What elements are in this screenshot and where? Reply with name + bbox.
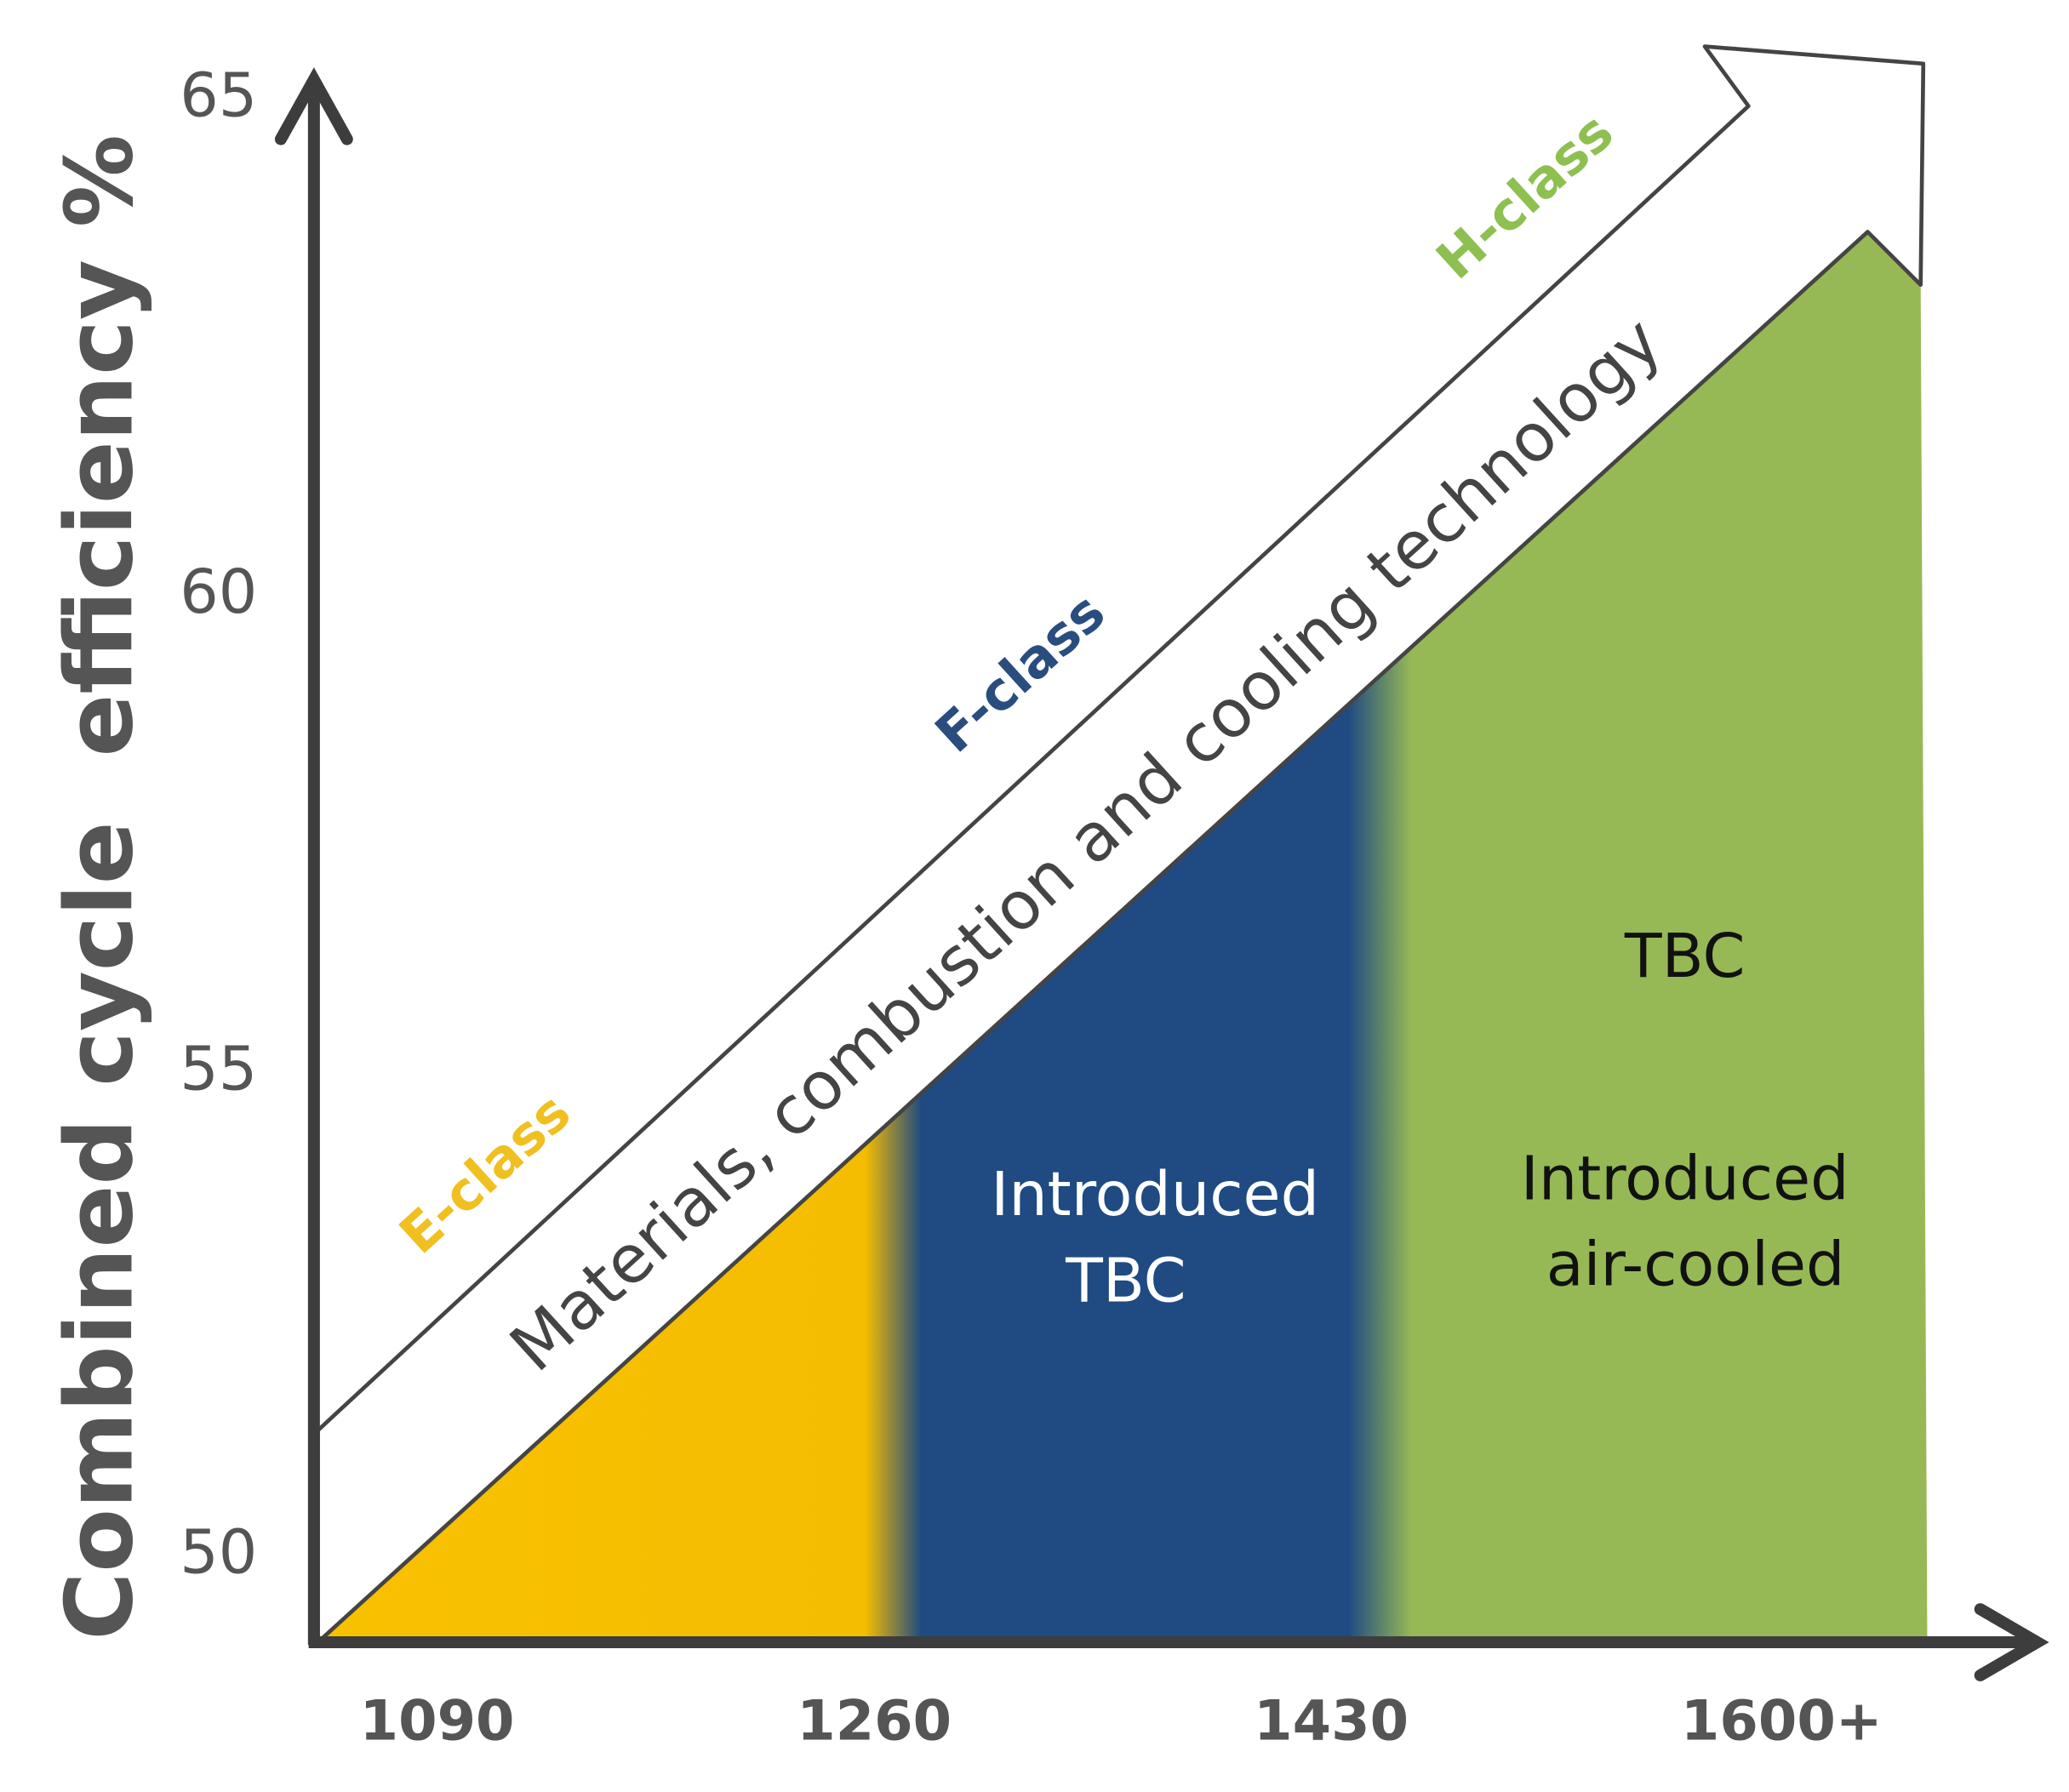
y-tick-label: 65	[180, 60, 257, 130]
region-label: Introduced	[1521, 1143, 1849, 1213]
y-axis-arrowhead	[274, 67, 353, 146]
region-label: Introduced	[991, 1159, 1319, 1230]
region-label: air-cooled	[1546, 1230, 1845, 1300]
x-tick-label: 1090	[360, 1689, 515, 1754]
region-label: TBC	[1065, 1245, 1186, 1315]
efficiency-area	[317, 231, 1928, 1642]
y-tick-label: 60	[180, 556, 257, 627]
x-axis-arrowhead	[1974, 1603, 2049, 1681]
y-axis-title: Combined cycle efficiency %	[45, 134, 153, 1641]
x-tick-label: 1430	[1254, 1689, 1409, 1754]
x-tick-label: 1600+	[1681, 1689, 1883, 1754]
y-tick-label: 55	[180, 1033, 257, 1104]
y-tick-label: 50	[180, 1516, 257, 1587]
x-tick-label: 1260	[797, 1689, 952, 1754]
region-label: TBC	[1624, 921, 1746, 991]
technology-arrow	[316, 44, 1926, 1645]
